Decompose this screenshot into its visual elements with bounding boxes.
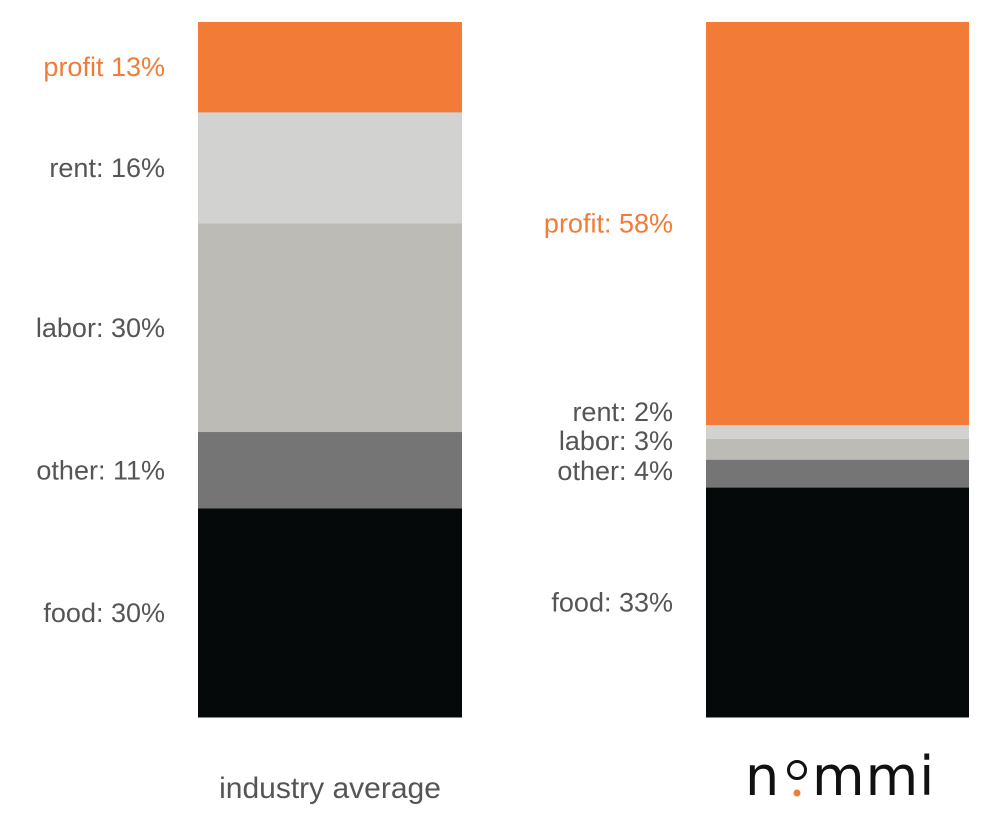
logo-dot-icon	[793, 789, 801, 797]
segment-label-rent-industry: rent: 16%	[49, 153, 165, 183]
bar-segment-rent-industry	[198, 112, 462, 225]
logo-text-mmi: mmi	[812, 745, 935, 808]
bar-segment-profit-industry	[198, 22, 462, 113]
logo-text-n: n	[745, 745, 780, 808]
logo-o-ring-icon	[787, 760, 807, 780]
bar-segment-labor-industry	[198, 223, 462, 433]
bar-segment-food-industry	[198, 508, 462, 718]
bar-segment-labor-nommi	[706, 439, 969, 461]
caption-industry-average: industry average	[219, 772, 441, 805]
segment-label-other-industry: other: 11%	[36, 455, 165, 485]
segment-label-profit-nommi: profit: 58%	[544, 209, 673, 239]
bar-segment-other-industry	[198, 432, 462, 509]
bar-segment-food-nommi	[706, 487, 969, 718]
segment-label-labor-nommi: labor: 3%	[559, 426, 673, 456]
segment-label-rent-nommi: rent: 2%	[572, 397, 673, 427]
segment-label-other-nommi: other: 4%	[557, 456, 673, 486]
segment-label-profit-industry: profit 13%	[43, 52, 165, 82]
segment-label-food-industry: food: 30%	[43, 598, 165, 628]
bar-segment-rent-nommi	[706, 425, 969, 440]
segment-label-labor-industry: labor: 30%	[36, 313, 165, 343]
bars-group	[198, 22, 969, 718]
bar-segment-profit-nommi	[706, 22, 969, 426]
nommi-logo: n mmi	[745, 745, 935, 808]
segment-labels-group: profit 13% rent: 16% labor: 30% other: 11% f…	[36, 52, 673, 628]
bar-segment-other-nommi	[706, 459, 969, 489]
segment-label-food-nommi: food: 33%	[551, 587, 673, 617]
